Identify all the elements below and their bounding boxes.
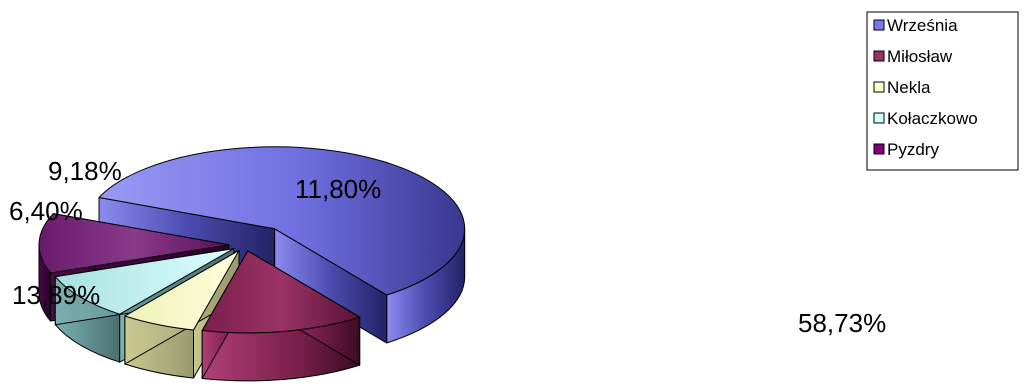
legend-swatch-nekla [873, 81, 885, 93]
legend-swatch-pyzdry [873, 143, 885, 155]
legend-label-wrzesnia: Września [887, 16, 958, 35]
legend-box [866, 11, 1019, 171]
legend-swatch-wrzesnia [873, 19, 885, 31]
data-label-kolaczkowo: 9,18% [48, 156, 122, 186]
data-label-nekla: 6,40% [9, 196, 83, 226]
data-label-miloslaw: 13,89% [12, 280, 100, 310]
legend-label-pyzdry: Pyzdry [887, 140, 939, 159]
data-label-wrzesnia: 58,73% [798, 308, 886, 338]
legend-swatch-miloslaw [873, 50, 885, 62]
legend-label-miloslaw: Miłosław [887, 47, 953, 66]
pie-slice-miloslaw [201, 250, 361, 382]
legend-label-kolaczkowo: Kołaczkowo [887, 109, 978, 128]
legend-label-nekla: Nekla [887, 78, 931, 97]
data-label-pyzdry: 11,80% [295, 174, 381, 204]
legend-swatch-kolaczkowo [873, 112, 885, 124]
